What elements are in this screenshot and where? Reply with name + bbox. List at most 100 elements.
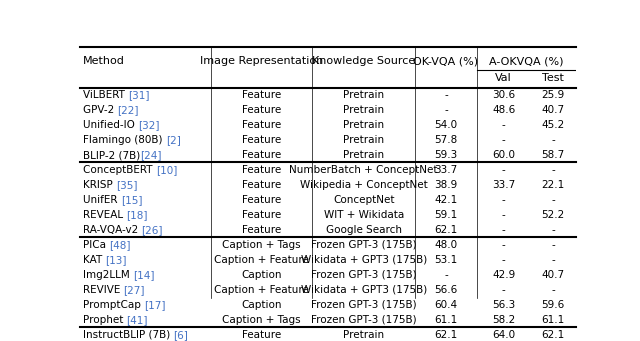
Text: NumberBatch + ConceptNet: NumberBatch + ConceptNet	[289, 165, 438, 175]
Text: -: -	[502, 285, 506, 295]
Text: REVEAL: REVEAL	[83, 210, 126, 220]
Text: Pretrain: Pretrain	[343, 105, 384, 115]
Text: PromptCap: PromptCap	[83, 300, 144, 310]
Text: -: -	[444, 105, 448, 115]
Text: [14]: [14]	[133, 270, 154, 280]
Text: -: -	[551, 240, 555, 250]
Text: Pretrain: Pretrain	[343, 330, 384, 340]
Text: [32]: [32]	[138, 120, 159, 130]
Text: [41]: [41]	[127, 315, 148, 325]
Text: Frozen GPT-3 (175B): Frozen GPT-3 (175B)	[311, 240, 417, 250]
Text: [27]: [27]	[124, 285, 145, 295]
Text: [26]: [26]	[141, 225, 163, 235]
Text: 40.7: 40.7	[541, 105, 564, 115]
Text: 58.2: 58.2	[492, 315, 515, 325]
Text: Caption: Caption	[241, 270, 282, 280]
Text: Test: Test	[542, 73, 564, 83]
Text: Feature: Feature	[242, 225, 282, 235]
Text: 60.0: 60.0	[492, 150, 515, 160]
Text: Val: Val	[495, 73, 512, 83]
Text: Feature: Feature	[242, 330, 282, 340]
Text: RA-VQA-v2: RA-VQA-v2	[83, 225, 141, 235]
Text: Flamingo (80B): Flamingo (80B)	[83, 135, 166, 145]
Text: 40.7: 40.7	[541, 270, 564, 280]
Text: 33.7: 33.7	[492, 180, 515, 190]
Text: [48]: [48]	[109, 240, 131, 250]
Text: -: -	[551, 225, 555, 235]
Text: Img2LLM: Img2LLM	[83, 270, 133, 280]
Text: Prophet: Prophet	[83, 315, 127, 325]
Text: -: -	[551, 135, 555, 145]
Text: InstructBLIP (7B): InstructBLIP (7B)	[83, 330, 173, 340]
Text: -: -	[502, 195, 506, 205]
Text: [24]: [24]	[140, 150, 162, 160]
Text: 60.4: 60.4	[435, 300, 458, 310]
Text: Image Representation: Image Representation	[200, 56, 323, 66]
Text: PICa: PICa	[83, 240, 109, 250]
Text: Caption + Feature: Caption + Feature	[214, 255, 309, 265]
Text: [15]: [15]	[121, 195, 142, 205]
Text: Feature: Feature	[242, 150, 282, 160]
Text: 56.6: 56.6	[435, 285, 458, 295]
Text: [35]: [35]	[116, 180, 138, 190]
Text: [2]: [2]	[166, 135, 180, 145]
Text: 56.3: 56.3	[492, 300, 515, 310]
Text: UnifER: UnifER	[83, 195, 121, 205]
Text: 64.0: 64.0	[492, 330, 515, 340]
Text: KAT: KAT	[83, 255, 106, 265]
Text: BLIP-2 (7B): BLIP-2 (7B)	[83, 150, 140, 160]
Text: Pretrain: Pretrain	[343, 90, 384, 100]
Text: [10]: [10]	[156, 165, 177, 175]
Text: 42.1: 42.1	[435, 195, 458, 205]
Text: 52.2: 52.2	[541, 210, 565, 220]
Text: ConceptNet: ConceptNet	[333, 195, 394, 205]
Text: 33.7: 33.7	[435, 165, 458, 175]
Text: 53.1: 53.1	[435, 255, 458, 265]
Text: Unified-IO: Unified-IO	[83, 120, 138, 130]
Text: 54.0: 54.0	[435, 120, 458, 130]
Text: Pretrain: Pretrain	[343, 120, 384, 130]
Text: Caption + Tags: Caption + Tags	[223, 315, 301, 325]
Text: OK-VQA (%): OK-VQA (%)	[413, 56, 479, 66]
Text: Feature: Feature	[242, 180, 282, 190]
Text: 38.9: 38.9	[435, 180, 458, 190]
Text: Method: Method	[83, 56, 125, 66]
Text: WIT + Wikidata: WIT + Wikidata	[324, 210, 404, 220]
Text: Pretrain: Pretrain	[343, 135, 384, 145]
Text: 59.3: 59.3	[435, 150, 458, 160]
Text: Feature: Feature	[242, 135, 282, 145]
Text: Wikidata + GPT3 (175B): Wikidata + GPT3 (175B)	[301, 285, 427, 295]
Text: A-OKVQA (%): A-OKVQA (%)	[489, 56, 564, 66]
Text: 48.0: 48.0	[435, 240, 458, 250]
Text: -: -	[502, 225, 506, 235]
Text: Pretrain: Pretrain	[343, 150, 384, 160]
Text: -: -	[502, 120, 506, 130]
Text: ConceptBERT: ConceptBERT	[83, 165, 156, 175]
Text: 61.1: 61.1	[541, 315, 565, 325]
Text: Feature: Feature	[242, 120, 282, 130]
Text: -: -	[502, 240, 506, 250]
Text: 59.6: 59.6	[541, 300, 565, 310]
Text: -: -	[444, 90, 448, 100]
Text: ViLBERT: ViLBERT	[83, 90, 128, 100]
Text: -: -	[551, 285, 555, 295]
Text: Google Search: Google Search	[326, 225, 402, 235]
Text: 62.1: 62.1	[541, 330, 565, 340]
Text: Feature: Feature	[242, 105, 282, 115]
Text: Feature: Feature	[242, 165, 282, 175]
Text: 62.1: 62.1	[435, 225, 458, 235]
Text: Frozen GPT-3 (175B): Frozen GPT-3 (175B)	[311, 315, 417, 325]
Text: -: -	[444, 270, 448, 280]
Text: [13]: [13]	[106, 255, 127, 265]
Text: [22]: [22]	[118, 105, 139, 115]
Text: Feature: Feature	[242, 90, 282, 100]
Text: GPV-2: GPV-2	[83, 105, 118, 115]
Text: Feature: Feature	[242, 195, 282, 205]
Text: 42.9: 42.9	[492, 270, 515, 280]
Text: [18]: [18]	[126, 210, 148, 220]
Text: Frozen GPT-3 (175B): Frozen GPT-3 (175B)	[311, 300, 417, 310]
Text: Caption: Caption	[241, 300, 282, 310]
Text: -: -	[502, 135, 506, 145]
Text: 59.1: 59.1	[435, 210, 458, 220]
Text: -: -	[502, 210, 506, 220]
